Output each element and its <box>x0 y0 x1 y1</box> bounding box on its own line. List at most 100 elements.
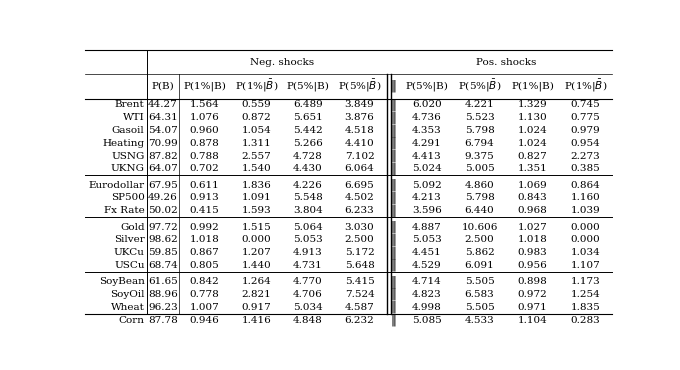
Text: 0.611: 0.611 <box>190 181 220 190</box>
Text: Corn: Corn <box>118 316 145 324</box>
Text: P(5%|B): P(5%|B) <box>405 82 448 91</box>
Text: $\|$: $\|$ <box>390 135 396 151</box>
Text: 5.442: 5.442 <box>293 126 323 135</box>
Text: P(1%|B): P(1%|B) <box>511 82 554 91</box>
Text: 4.226: 4.226 <box>293 181 323 190</box>
Text: 5.266: 5.266 <box>293 139 323 148</box>
Text: Neg. shocks: Neg. shocks <box>250 58 314 67</box>
Text: 9.375: 9.375 <box>464 152 494 161</box>
Text: 4.430: 4.430 <box>293 164 323 174</box>
Text: 5.505: 5.505 <box>464 303 494 312</box>
Text: 5.005: 5.005 <box>464 164 494 174</box>
Text: 4.823: 4.823 <box>412 290 441 299</box>
Text: Silver: Silver <box>114 235 145 244</box>
Text: 1.039: 1.039 <box>571 206 600 215</box>
Text: 64.07: 64.07 <box>148 164 178 174</box>
Text: Fx Rate: Fx Rate <box>104 206 145 215</box>
Text: 1.027: 1.027 <box>517 222 547 232</box>
Text: $\|$: $\|$ <box>390 161 396 177</box>
Text: 4.736: 4.736 <box>412 113 441 122</box>
Text: Pos. shocks: Pos. shocks <box>476 58 537 67</box>
Text: 4.887: 4.887 <box>412 222 441 232</box>
Text: 1.515: 1.515 <box>241 222 271 232</box>
Text: 2.557: 2.557 <box>241 152 271 161</box>
Text: 0.843: 0.843 <box>517 194 547 202</box>
Text: USNG: USNG <box>111 152 145 161</box>
Text: $\|$: $\|$ <box>390 177 396 193</box>
Text: 68.74: 68.74 <box>148 261 178 270</box>
Text: 5.415: 5.415 <box>345 277 375 286</box>
Text: 4.353: 4.353 <box>412 126 441 135</box>
Text: 0.559: 0.559 <box>241 100 271 110</box>
Text: 1.173: 1.173 <box>571 277 600 286</box>
Text: $\|$: $\|$ <box>390 286 396 302</box>
Text: 5.798: 5.798 <box>464 194 494 202</box>
Text: 2.821: 2.821 <box>241 290 271 299</box>
Text: P(1%|$\bar{B}$): P(1%|$\bar{B}$) <box>235 78 278 94</box>
Text: SoyBean: SoyBean <box>99 277 145 286</box>
Text: 0.385: 0.385 <box>571 164 600 174</box>
Text: P(1%|$\bar{B}$): P(1%|$\bar{B}$) <box>564 78 607 94</box>
Text: 4.998: 4.998 <box>412 303 441 312</box>
Text: 6.440: 6.440 <box>464 206 494 215</box>
Text: 0.805: 0.805 <box>190 261 220 270</box>
Text: 4.860: 4.860 <box>464 181 494 190</box>
Text: 0.000: 0.000 <box>571 222 600 232</box>
Text: $\|$: $\|$ <box>390 148 396 164</box>
Text: 0.968: 0.968 <box>517 206 547 215</box>
Text: 0.979: 0.979 <box>571 126 600 135</box>
Text: 67.95: 67.95 <box>148 181 178 190</box>
Text: 5.651: 5.651 <box>293 113 323 122</box>
Text: $\|$: $\|$ <box>390 245 396 260</box>
Text: 4.731: 4.731 <box>293 261 323 270</box>
Text: $\|$: $\|$ <box>390 219 396 235</box>
Text: 0.917: 0.917 <box>241 303 271 312</box>
Text: Brent: Brent <box>115 100 145 110</box>
Text: $\|$: $\|$ <box>390 232 396 248</box>
Text: UKCu: UKCu <box>114 248 145 257</box>
Text: 7.102: 7.102 <box>345 152 375 161</box>
Text: 6.583: 6.583 <box>464 290 494 299</box>
Text: 98.62: 98.62 <box>148 235 178 244</box>
Text: 6.232: 6.232 <box>345 316 375 324</box>
Text: 1.007: 1.007 <box>190 303 220 312</box>
Text: 2.273: 2.273 <box>571 152 600 161</box>
Text: $\|$: $\|$ <box>390 122 396 138</box>
Text: 1.018: 1.018 <box>190 235 220 244</box>
Text: 1.107: 1.107 <box>571 261 600 270</box>
Text: 5.085: 5.085 <box>412 316 441 324</box>
Text: $\|$: $\|$ <box>390 274 396 290</box>
Text: $\|$: $\|$ <box>390 203 396 219</box>
Text: $\|$: $\|$ <box>390 312 396 328</box>
Text: $\|$: $\|$ <box>390 190 396 206</box>
Text: 1.835: 1.835 <box>571 303 600 312</box>
Text: 1.540: 1.540 <box>241 164 271 174</box>
Text: 96.23: 96.23 <box>148 303 178 312</box>
Text: 0.992: 0.992 <box>190 222 220 232</box>
Text: 0.983: 0.983 <box>517 248 547 257</box>
Text: 44.27: 44.27 <box>148 100 178 110</box>
Text: 1.351: 1.351 <box>517 164 547 174</box>
Text: 0.702: 0.702 <box>190 164 220 174</box>
Text: 1.264: 1.264 <box>241 277 271 286</box>
Text: 5.034: 5.034 <box>293 303 323 312</box>
Text: 5.092: 5.092 <box>412 181 441 190</box>
Text: 6.064: 6.064 <box>345 164 375 174</box>
Text: P(5%|B): P(5%|B) <box>286 82 329 91</box>
Text: $\|$: $\|$ <box>390 97 396 113</box>
Text: 5.172: 5.172 <box>345 248 375 257</box>
Text: 4.770: 4.770 <box>293 277 323 286</box>
Text: 1.091: 1.091 <box>241 194 271 202</box>
Text: Wheat: Wheat <box>111 303 145 312</box>
Text: 0.972: 0.972 <box>517 290 547 299</box>
Text: 87.82: 87.82 <box>148 152 178 161</box>
Text: 4.533: 4.533 <box>464 316 494 324</box>
Text: 4.913: 4.913 <box>293 248 323 257</box>
Text: 0.954: 0.954 <box>571 139 600 148</box>
Text: 6.794: 6.794 <box>464 139 494 148</box>
Text: 5.548: 5.548 <box>293 194 323 202</box>
Text: 4.848: 4.848 <box>293 316 323 324</box>
Text: 4.587: 4.587 <box>345 303 375 312</box>
Text: Heating: Heating <box>103 139 145 148</box>
Text: 6.695: 6.695 <box>345 181 375 190</box>
